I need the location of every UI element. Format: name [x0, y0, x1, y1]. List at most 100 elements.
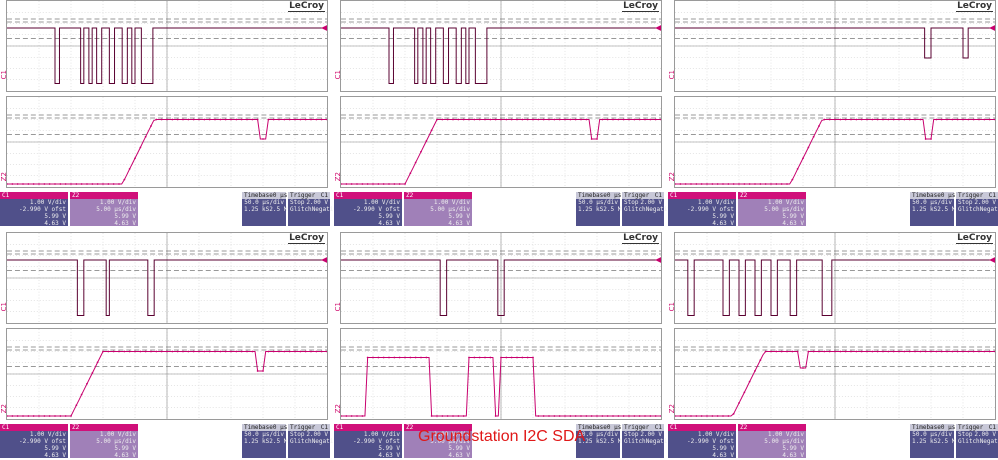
z2-sample-point — [972, 118, 975, 121]
z2-channel-tag: Z2 — [334, 172, 342, 182]
timebase-box-row-value: 50.0 µs/div — [244, 431, 284, 438]
z2-sample-point — [326, 118, 327, 121]
timebase-box[interactable]: Timebase 0 µs 50.0 µs/div 1.25 kS 2.5 MS/s — [242, 192, 298, 226]
z2-sample-point — [304, 118, 307, 121]
c1-plot-area[interactable]: LeCroy — [674, 232, 996, 324]
z2-channel-box[interactable]: Z2 1.00 V/div 5.00 µs/div 5.99 V 4.63 V — [70, 192, 138, 227]
c1-channel-box-row-value: -2.990 V ofst — [687, 206, 734, 213]
z2-sample-point — [304, 350, 307, 353]
z2-sample-point — [892, 350, 895, 353]
c1-channel-box[interactable]: C1 1.00 V/div -2.990 V ofst 5.99 V 4.63 V — [668, 424, 736, 459]
z2-sample-point — [690, 415, 692, 417]
z2-plot-area[interactable] — [674, 96, 996, 188]
z2-sample-point — [203, 350, 206, 353]
z2-sample-point — [38, 183, 40, 185]
z2-plot-svg — [341, 329, 661, 419]
z2-sample-point — [91, 372, 94, 374]
z2-sample-point — [871, 350, 874, 353]
timebase-box[interactable]: Timebase 0 µs 50.0 µs/div 1.25 kS 2.5 MS/s — [576, 192, 632, 226]
z2-sample-point — [230, 118, 232, 121]
z2-sample-point — [823, 118, 826, 121]
c1-channel-box-row-value: 4.63 V — [712, 220, 734, 227]
timebase-box[interactable]: Timebase 0 µs 50.0 µs/div 1.25 kS 2.5 MS/s — [910, 424, 966, 458]
timebase-box[interactable]: Timebase 0 µs 50.0 µs/div 1.25 kS 2.5 MS/s — [910, 192, 966, 226]
z2-sample-point — [388, 356, 390, 359]
timebase-box[interactable]: Timebase 0 µs 50.0 µs/div 1.25 kS 2.5 MS/s — [242, 424, 298, 458]
z2-sample-point — [828, 350, 831, 353]
z2-plot-area[interactable] — [6, 96, 328, 188]
z2-sample-point — [775, 183, 778, 185]
z2-sample-point — [166, 350, 168, 353]
z2-sample-point — [770, 183, 772, 185]
z2-channel-box[interactable]: Z2 1.00 V/div 5.00 µs/div 5.99 V 4.63 V — [404, 192, 472, 227]
c1-plot-area[interactable]: LeCroy — [6, 232, 328, 324]
c1-plot-area[interactable]: LeCroy — [6, 0, 328, 92]
c1-trace-line — [7, 259, 327, 316]
z2-plot-area[interactable] — [340, 96, 662, 188]
z2-sample-point — [366, 356, 369, 359]
z2-sample-point — [628, 118, 630, 121]
z2-sample-point — [452, 118, 454, 121]
z2-plot-area[interactable] — [674, 328, 996, 420]
z2-sample-point — [860, 350, 863, 353]
z2-sample-point — [706, 415, 708, 417]
c1-plot-area[interactable]: LeCroy — [340, 232, 662, 324]
c1-channel-box[interactable]: C1 1.00 V/div -2.990 V ofst 5.99 V 4.63 V — [668, 192, 736, 227]
z2-channel-tag: Z2 — [668, 404, 676, 414]
z2-sample-point — [176, 350, 179, 353]
lecroy-logo: LeCroy — [288, 1, 325, 12]
z2-channel-box[interactable]: Z2 1.00 V/div 5.00 µs/div 5.99 V 4.63 V — [738, 192, 806, 227]
scope-panel-top-middle: LeCroy C1 Z2 C1 1.00 V/div -2.990 V ofst 5.99 … — [334, 0, 675, 228]
z2-sample-point — [272, 118, 275, 121]
z2-channel-box[interactable]: Z2 1.00 V/div 5.00 µs/div 5.99 V 4.63 V — [404, 424, 472, 459]
trigger-box-row-label: Stop — [624, 199, 639, 206]
c1-trace-line — [675, 259, 995, 316]
c1-plot-area[interactable]: LeCroy — [674, 0, 996, 92]
z2-sample-point — [887, 350, 890, 353]
z2-channel-box-row-value: 5.00 µs/div — [764, 206, 804, 213]
c1-channel-box[interactable]: C1 1.00 V/div -2.990 V ofst 5.99 V 4.63 V — [334, 424, 402, 459]
z2-channel-box-row-value: 4.63 V — [114, 452, 136, 459]
z2-sample-point — [759, 183, 762, 185]
z2-channel-box-row-value: 1.00 V/div — [99, 199, 136, 206]
z2-sample-point — [940, 118, 943, 121]
z2-sample-point — [462, 118, 465, 121]
z2-sample-point — [644, 415, 646, 417]
c1-channel-box[interactable]: C1 1.00 V/div -2.990 V ofst 5.99 V 4.63 V — [334, 192, 402, 227]
z2-sample-point — [542, 415, 545, 417]
z2-plot-svg — [7, 329, 327, 419]
z2-sample-point — [828, 118, 831, 121]
z2-sample-point — [764, 350, 767, 353]
z2-sample-point — [526, 356, 529, 359]
z2-sample-point — [679, 415, 682, 417]
z2-sample-point — [70, 183, 72, 185]
c1-channel-box[interactable]: C1 1.00 V/div -2.990 V ofst 5.99 V 4.63 V — [0, 424, 68, 459]
z2-sample-point — [294, 118, 296, 121]
z2-sample-point — [235, 118, 238, 121]
c1-plot-area[interactable]: LeCroy — [340, 0, 662, 92]
trigger-box-header-value: C1 — [320, 192, 328, 199]
c1-channel-box-row-value: 5.99 V — [44, 213, 66, 220]
trigger-box-header: Trigger — [290, 424, 316, 431]
z2-channel-box[interactable]: Z2 1.00 V/div 5.00 µs/div 5.99 V 4.63 V — [738, 424, 806, 459]
z2-sample-point — [462, 415, 465, 417]
z2-sample-point — [494, 118, 497, 121]
z2-sample-point — [510, 118, 513, 121]
z2-channel-box[interactable]: Z2 1.00 V/div 5.00 µs/div 5.99 V 4.63 V — [70, 424, 138, 459]
z2-plot-area[interactable] — [340, 328, 662, 420]
z2-channel-box-row-value: 1.00 V/div — [433, 431, 470, 438]
z2-sample-point — [473, 356, 476, 359]
c1-channel-box[interactable]: C1 1.00 V/div -2.990 V ofst 5.99 V 4.63 V — [0, 192, 68, 227]
z2-plot-area[interactable] — [6, 328, 328, 420]
z2-sample-point — [16, 183, 19, 185]
z2-sample-point — [208, 118, 211, 121]
z2-sample-point — [192, 350, 195, 353]
timebase-box[interactable]: Timebase 0 µs 50.0 µs/div 1.25 kS 2.5 MS/s — [576, 424, 632, 458]
z2-sample-point — [876, 118, 879, 121]
